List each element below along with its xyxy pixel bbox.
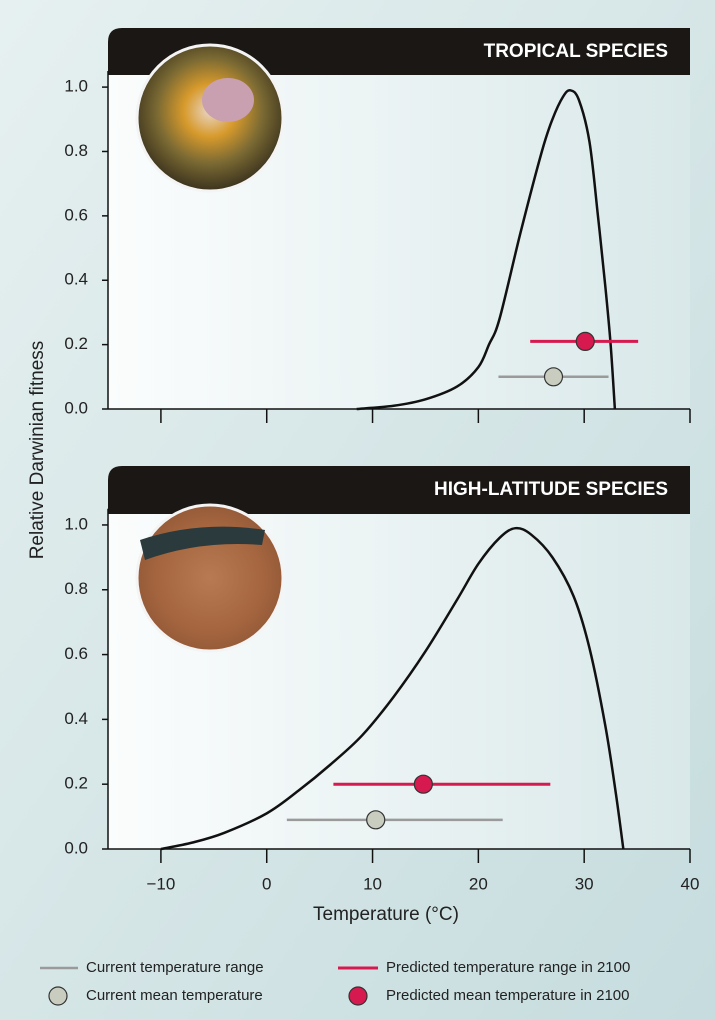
chart: TROPICAL SPECIES 0.0 0.2 0.4 0.6 0.8 1.0 HIGH…	[0, 0, 715, 1020]
y-tick-label: 0.6	[64, 644, 88, 663]
x-axis-label: Temperature (°C)	[313, 904, 459, 925]
legend-label: Current mean temperature	[86, 987, 263, 1004]
current-mean	[367, 811, 385, 829]
y-tick-label: 0.0	[64, 838, 88, 857]
y-tick-label: 0.6	[64, 205, 88, 224]
x-tick-label: 40	[681, 874, 700, 893]
y-tick-label: 0.0	[64, 398, 88, 417]
y-tick-label: 0.4	[64, 270, 88, 289]
legend-label: Current temperature range	[86, 959, 264, 976]
y-tick-label: 1.0	[64, 514, 88, 533]
panel: TROPICAL SPECIES 0.0 0.2 0.4 0.6 0.8 1.0	[64, 28, 690, 423]
x-tick-label: 0	[262, 874, 271, 893]
y-tick-label: 0.4	[64, 709, 88, 728]
predicted-mean	[414, 775, 432, 793]
legend-marker	[349, 987, 367, 1005]
x-tick-label: −10	[146, 874, 175, 893]
predicted-mean	[576, 332, 594, 350]
y-tick-label: 1.0	[64, 77, 88, 96]
current-mean	[544, 368, 562, 386]
y-tick-label: 0.2	[64, 334, 88, 353]
x-tick-label: 10	[363, 874, 382, 893]
panel-title: HIGH-LATITUDE SPECIES	[434, 479, 668, 500]
photo	[137, 505, 283, 651]
y-axis-label: Relative Darwinian fitness	[27, 341, 48, 560]
x-tick-label: 20	[469, 874, 488, 893]
y-tick-label: 0.8	[64, 141, 88, 160]
panel-title: TROPICAL SPECIES	[484, 41, 668, 62]
legend-marker	[49, 987, 67, 1005]
legend-label: Predicted mean temperature in 2100	[386, 987, 629, 1004]
photo-detail	[202, 78, 254, 122]
x-tick-label: 30	[575, 874, 594, 893]
panel: HIGH-LATITUDE SPECIES 0.0 0.2 0.4 0.6 0.8 1.0…	[64, 466, 699, 893]
legend-label: Predicted temperature range in 2100	[386, 959, 630, 976]
y-tick-label: 0.2	[64, 774, 88, 793]
y-tick-label: 0.8	[64, 579, 88, 598]
photo	[137, 45, 283, 191]
